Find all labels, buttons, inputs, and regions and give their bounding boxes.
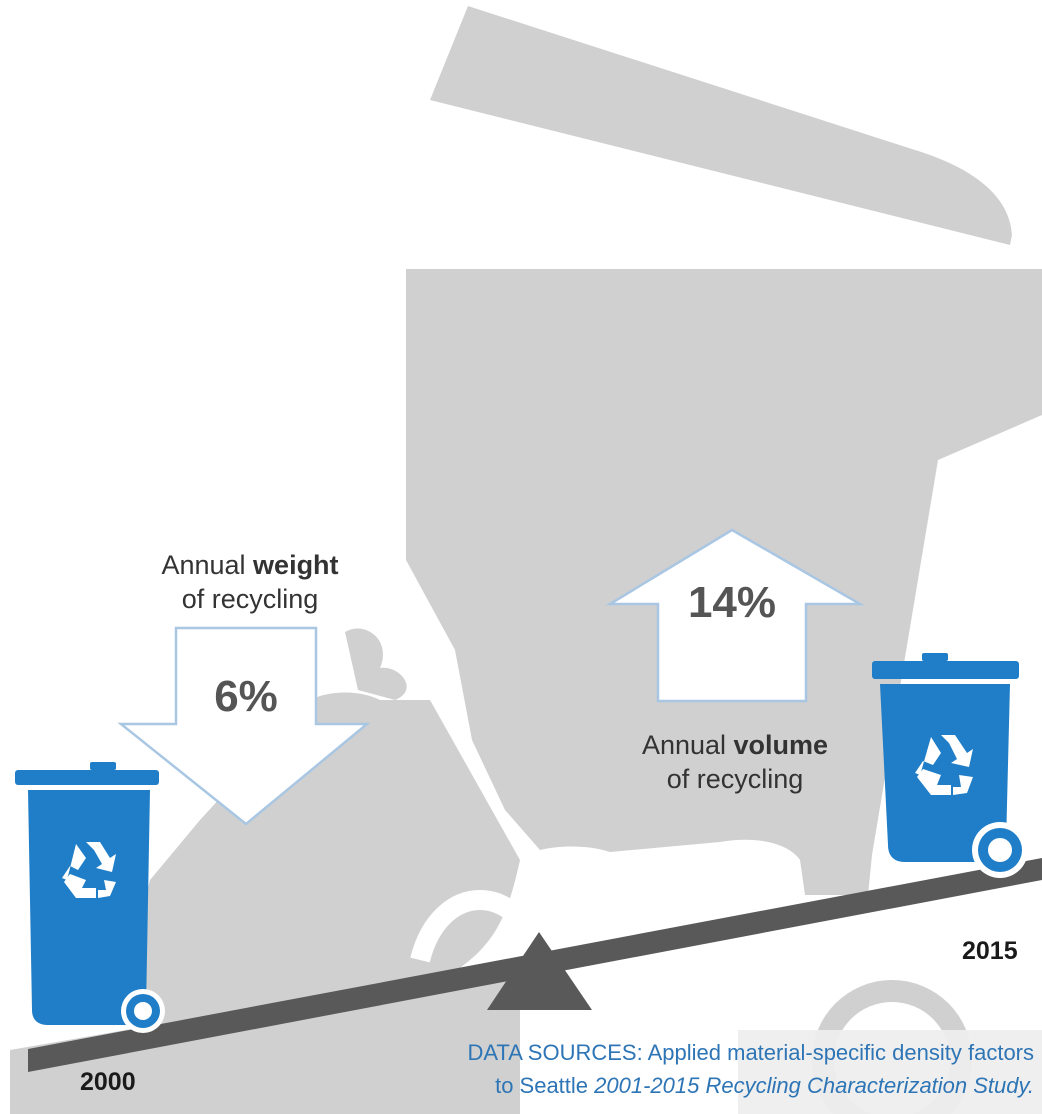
volume-label: Annual volume of recycling — [600, 728, 870, 796]
recycling-bin-icon-2015 — [872, 653, 1028, 878]
sources-line-1: DATA SOURCES: Applied material-specific … — [467, 1040, 1035, 1065]
weight-label-bold: weight — [253, 550, 339, 580]
data-sources-note: DATA SOURCES: Applied material-specific … — [384, 1036, 1035, 1102]
volume-label-bold: volume — [733, 730, 829, 760]
volume-percent: 14% — [687, 578, 777, 627]
large-cart-lid-silhouette — [430, 6, 1012, 245]
garbage-bag-silhouette — [10, 628, 550, 1114]
year-start: 2000 — [80, 1068, 136, 1096]
weight-label: Annual weight of recycling — [120, 548, 380, 616]
up-arrow-icon — [605, 528, 865, 703]
weight-label-suffix: of recycling — [181, 584, 319, 614]
volume-label-suffix: of recycling — [666, 764, 804, 794]
seesaw — [28, 858, 1042, 1072]
weight-percent: 6% — [214, 672, 278, 721]
recycling-bin-icon-2000 — [15, 762, 165, 1033]
volume-label-prefix: Annual — [641, 730, 727, 760]
seesaw-beam — [28, 858, 1042, 1072]
recycle-icon — [915, 735, 973, 795]
year-end: 2015 — [962, 937, 1018, 965]
sources-line-2-prefix: to Seattle — [495, 1073, 589, 1098]
recycle-icon — [62, 842, 116, 898]
weight-label-prefix: Annual — [161, 550, 246, 580]
sources-box — [738, 1030, 1042, 1114]
sources-study-title: 2001-2015 Recycling Characterization Stu… — [594, 1073, 1034, 1098]
down-arrow-icon — [117, 626, 371, 826]
